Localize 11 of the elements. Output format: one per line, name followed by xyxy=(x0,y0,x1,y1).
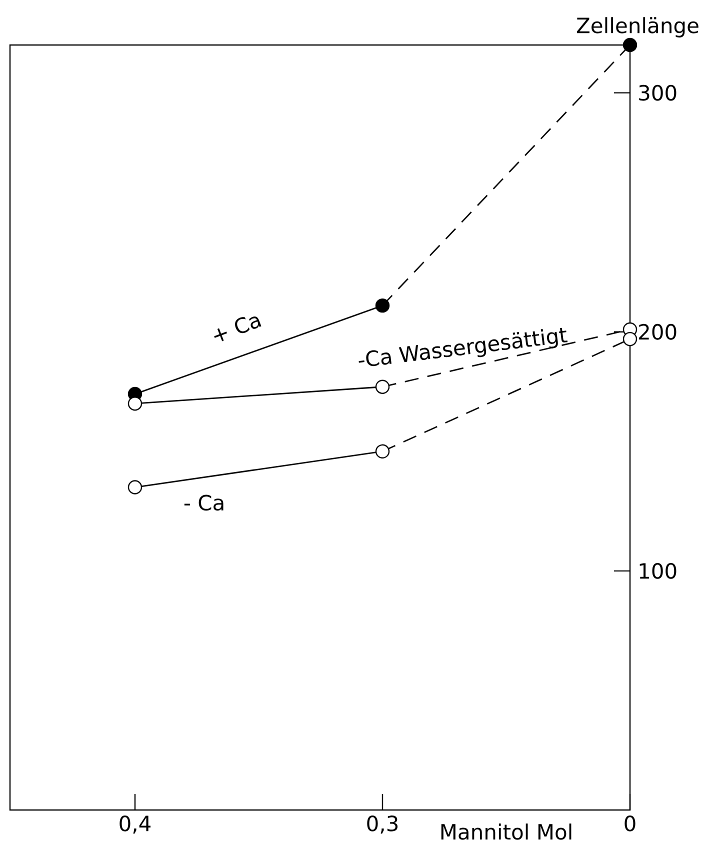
series-label: - Ca xyxy=(184,494,224,511)
x-tick-label: 0 xyxy=(624,816,636,832)
x-axis-title: Mannitol Mol xyxy=(441,824,572,840)
text: + Ca xyxy=(214,316,262,342)
y-tick-label: 200 xyxy=(639,324,676,340)
y-axis-title: Zellenlänge xyxy=(576,17,698,38)
y-tick-label: 100 xyxy=(640,562,676,579)
text: -Ca Wassergesättigt xyxy=(358,328,568,366)
x-tick-label: 0,4 xyxy=(120,816,151,834)
x-tick-label: 0,3 xyxy=(367,816,398,834)
y-tick-label: 300 xyxy=(639,84,676,101)
